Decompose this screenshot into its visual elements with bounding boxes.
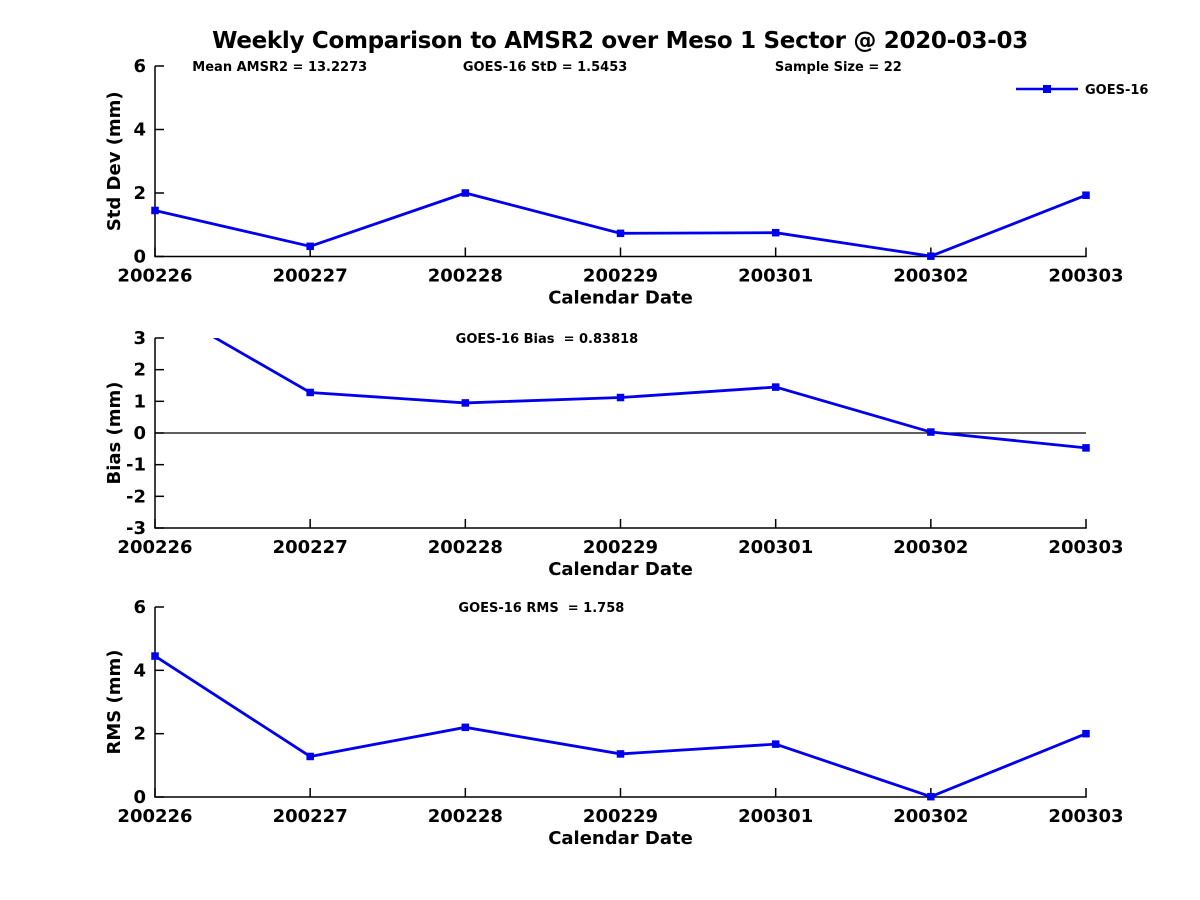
x-tick-label: 200302 bbox=[893, 266, 968, 287]
data-point-marker bbox=[306, 752, 314, 761]
figure-title: Weekly Comparison to AMSR2 over Meso 1 S… bbox=[212, 28, 1028, 54]
annotation-text: GOES-16 StD = 1.5453 bbox=[463, 60, 627, 75]
x-tick-label: 200229 bbox=[583, 266, 658, 287]
data-point-marker bbox=[1082, 729, 1090, 738]
annotation-text: GOES-16 Bias = 0.83818 bbox=[456, 332, 639, 347]
x-axis-label: Calendar Date bbox=[548, 288, 693, 309]
data-point-marker bbox=[927, 252, 935, 260]
y-tick-label: 6 bbox=[133, 597, 146, 618]
data-point-marker bbox=[461, 723, 470, 732]
series-line bbox=[212, 338, 1087, 450]
data-point-marker bbox=[1082, 191, 1090, 199]
stddev-plot: 0 2 4 6 200226 200227 200228 200229 200301 200302… bbox=[104, 56, 1148, 309]
annotation-text: Mean AMSR2 = 13.2273 bbox=[192, 60, 367, 75]
x-tick-label: 200228 bbox=[428, 806, 503, 827]
data-point-marker bbox=[616, 393, 625, 402]
data-point-marker bbox=[461, 189, 470, 197]
data-point-marker bbox=[306, 388, 314, 397]
annotation-text: Sample Size = 22 bbox=[775, 60, 902, 75]
y-axis-label: Bias (mm) bbox=[104, 382, 125, 485]
legend-marker-square bbox=[1043, 85, 1051, 93]
y-tick-label: 4 bbox=[133, 120, 146, 141]
x-tick-label: 200302 bbox=[893, 806, 968, 827]
x-tick-label: 200229 bbox=[583, 806, 658, 827]
x-tick-label: 200303 bbox=[1048, 266, 1123, 287]
series-line bbox=[154, 191, 1087, 258]
y-tick-label: 0 bbox=[133, 423, 146, 444]
data-point-marker bbox=[616, 750, 625, 758]
data-point-marker bbox=[1082, 444, 1090, 452]
data-point-marker bbox=[151, 206, 159, 215]
x-tick-label: 200227 bbox=[273, 266, 348, 287]
y-tick-label: 1 bbox=[133, 391, 146, 412]
data-point-marker bbox=[771, 383, 780, 391]
bias-plot: -3 -2 -1 0 1 2 3 200226 200227 200228 200229 200301… bbox=[104, 328, 1124, 580]
y-tick-label: 2 bbox=[133, 183, 146, 204]
annotation-text: GOES-16 RMS = 1.758 bbox=[458, 601, 624, 616]
data-point-marker bbox=[771, 740, 780, 748]
x-tick-label: 200302 bbox=[893, 537, 968, 558]
x-axis-label: Calendar Date bbox=[548, 559, 693, 580]
x-tick-label: 200226 bbox=[117, 266, 192, 287]
x-axis-label: Calendar Date bbox=[548, 828, 693, 849]
y-tick-label: 0 bbox=[133, 787, 146, 808]
y-tick-label: -2 bbox=[126, 486, 146, 507]
y-tick-label: -1 bbox=[126, 455, 146, 476]
x-tick-label: 200226 bbox=[117, 806, 192, 827]
y-tick-label: 0 bbox=[133, 247, 146, 268]
data-point-marker bbox=[927, 792, 935, 801]
y-tick-label: 2 bbox=[133, 360, 146, 381]
rms-plot: 0 2 4 6 200226 200227 200228 200229 200301 200302… bbox=[104, 597, 1124, 849]
y-tick-label: 3 bbox=[133, 328, 146, 349]
x-tick-label: 200226 bbox=[117, 537, 192, 558]
legend: GOES-16 bbox=[1016, 83, 1148, 98]
x-tick-label: 200227 bbox=[273, 806, 348, 827]
x-tick-label: 200303 bbox=[1048, 537, 1123, 558]
x-tick-label: 200227 bbox=[273, 537, 348, 558]
data-point-marker bbox=[616, 229, 625, 238]
x-tick-label: 200228 bbox=[428, 266, 503, 287]
y-tick-label: 6 bbox=[133, 56, 146, 77]
x-tick-label: 200229 bbox=[583, 537, 658, 558]
y-tick-label: 2 bbox=[133, 724, 146, 745]
x-tick-label: 200301 bbox=[738, 806, 813, 827]
legend-label: GOES-16 bbox=[1085, 83, 1148, 98]
series-line bbox=[154, 654, 1087, 799]
x-tick-label: 200301 bbox=[738, 537, 813, 558]
y-axis-label: RMS (mm) bbox=[104, 650, 125, 755]
x-tick-label: 200303 bbox=[1048, 806, 1123, 827]
data-point-marker bbox=[151, 652, 159, 660]
data-point-marker bbox=[306, 242, 314, 251]
y-axis-label: Std Dev (mm) bbox=[104, 91, 125, 231]
y-tick-label: -3 bbox=[126, 518, 146, 539]
x-tick-label: 200301 bbox=[738, 266, 813, 287]
data-point-marker bbox=[771, 228, 780, 237]
x-tick-label: 200228 bbox=[428, 537, 503, 558]
data-point-marker bbox=[461, 399, 470, 407]
data-point-marker bbox=[927, 428, 935, 436]
y-tick-label: 4 bbox=[133, 660, 146, 681]
